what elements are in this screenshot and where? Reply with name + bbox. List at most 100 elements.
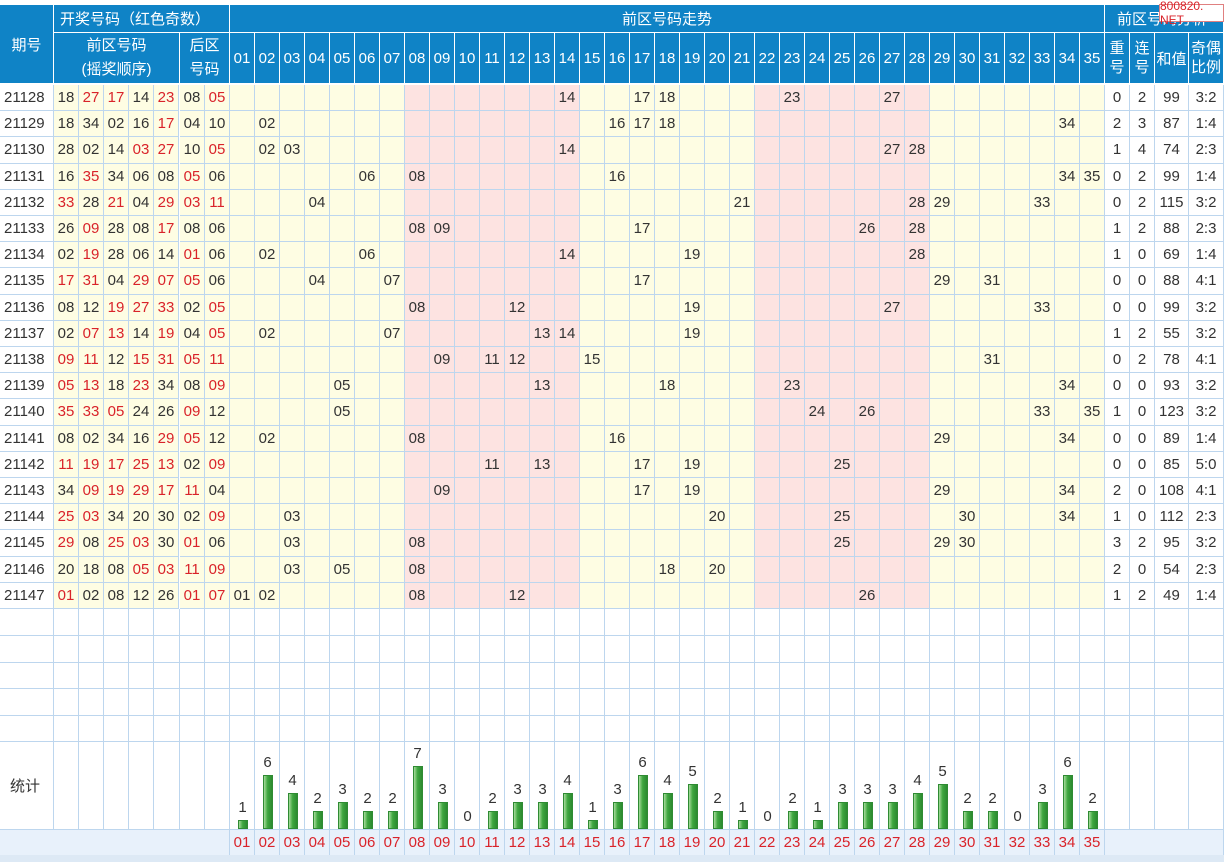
trend-cell	[455, 294, 480, 321]
consecutive-cell: 0	[1130, 294, 1155, 321]
trend-hit-cell: 11	[480, 451, 505, 478]
trend-number-header: 15	[580, 33, 605, 84]
trend-cell	[930, 451, 955, 478]
trend-cell	[930, 347, 955, 374]
trend-cell	[305, 163, 330, 190]
trend-cell	[230, 216, 255, 243]
issue-cell: 21145	[0, 530, 54, 557]
back-zone-header: 后区 号码	[180, 33, 230, 84]
trend-hit-cell: 26	[855, 582, 880, 609]
footer-number: 22	[755, 829, 780, 855]
back-number-cell: 04	[205, 478, 230, 505]
trend-cell	[705, 347, 730, 374]
trend-cell	[930, 242, 955, 269]
trend-cell	[380, 373, 405, 400]
trend-cell	[255, 399, 280, 426]
front-number-cell: 29	[154, 425, 179, 452]
issue-cell: 21128	[0, 85, 54, 112]
grid-vline	[1104, 609, 1105, 829]
stat-bar	[712, 811, 723, 829]
issue-cell: 21132	[0, 189, 54, 216]
trend-cell	[680, 373, 705, 400]
trend-cell	[580, 111, 605, 138]
ratio-cell: 1:4	[1189, 582, 1224, 609]
trend-cell	[355, 530, 380, 557]
issue-cell: 21140	[0, 399, 54, 426]
front-number-cell: 06	[129, 163, 154, 190]
front-number-cell: 13	[104, 320, 129, 347]
trend-cell	[905, 163, 930, 190]
grid-vline	[604, 609, 605, 829]
trend-cell	[380, 216, 405, 243]
stat-bar	[787, 811, 798, 829]
stat-bar	[737, 820, 748, 829]
front-number-cell: 18	[54, 85, 79, 112]
trend-cell	[580, 216, 605, 243]
trend-cell	[930, 556, 955, 583]
stat-count-label: 1	[738, 799, 747, 816]
trend-hit-cell: 05	[330, 556, 355, 583]
front-number-cell: 04	[129, 189, 154, 216]
trend-hit-cell: 26	[855, 216, 880, 243]
ratio-cell: 1:4	[1189, 111, 1224, 138]
trend-hit-cell: 05	[330, 399, 355, 426]
trend-hit-cell: 34	[1055, 478, 1080, 505]
footer-number: 02	[255, 829, 280, 855]
front-number-cell: 19	[104, 478, 129, 505]
trend-cell	[280, 268, 305, 295]
trend-cell	[580, 137, 605, 164]
trend-cell	[880, 556, 905, 583]
footer-number: 06	[355, 829, 380, 855]
trend-cell	[405, 137, 430, 164]
footer-number: 30	[955, 829, 980, 855]
trend-cell	[505, 373, 530, 400]
trend-number-header: 01	[230, 33, 255, 84]
trend-cell	[255, 373, 280, 400]
trend-hit-cell: 21	[730, 189, 755, 216]
trend-cell	[1080, 504, 1105, 531]
back-number-cell: 06	[205, 242, 230, 269]
front-number-cell: 26	[154, 582, 179, 609]
trend-cell	[530, 347, 555, 374]
trend-cell	[630, 242, 655, 269]
front-number-cell: 27	[79, 85, 104, 112]
trend-cell	[680, 504, 705, 531]
footer-number: 27	[880, 829, 905, 855]
trend-cell	[530, 85, 555, 112]
front-number-cell: 25	[54, 504, 79, 531]
back-number-cell: 12	[205, 425, 230, 452]
trend-cell	[1080, 111, 1105, 138]
trend-cell	[680, 582, 705, 609]
trend-cell	[805, 189, 830, 216]
trend-hit-cell: 29	[930, 268, 955, 295]
trend-cell	[480, 216, 505, 243]
sum-cell: 99	[1155, 163, 1189, 190]
trend-cell	[330, 320, 355, 347]
back-zone-label-2: 号码	[189, 61, 220, 78]
trend-cell	[305, 556, 330, 583]
trend-cell	[855, 530, 880, 557]
trend-cell	[555, 556, 580, 583]
trend-cell	[555, 163, 580, 190]
front-number-cell: 24	[129, 399, 154, 426]
issue-cell: 21143	[0, 478, 54, 505]
trend-cell	[830, 320, 855, 347]
trend-cell	[480, 189, 505, 216]
front-number-cell: 08	[104, 556, 129, 583]
back-number-cell: 09	[205, 451, 230, 478]
trend-number-header: 23	[780, 33, 805, 84]
trend-hit-cell: 08	[405, 425, 430, 452]
trend-hit-cell: 06	[355, 163, 380, 190]
stat-bar	[287, 793, 298, 829]
trend-hit-cell: 25	[830, 530, 855, 557]
trend-cell	[455, 451, 480, 478]
trend-cell	[730, 320, 755, 347]
trend-cell	[455, 373, 480, 400]
trend-cell	[955, 294, 980, 321]
footer-number: 32	[1005, 829, 1030, 855]
grid-vline	[979, 609, 980, 829]
trend-cell	[1055, 137, 1080, 164]
trend-cell	[1030, 556, 1055, 583]
grid-vline	[1188, 609, 1189, 829]
ratio-cell: 1:4	[1189, 425, 1224, 452]
